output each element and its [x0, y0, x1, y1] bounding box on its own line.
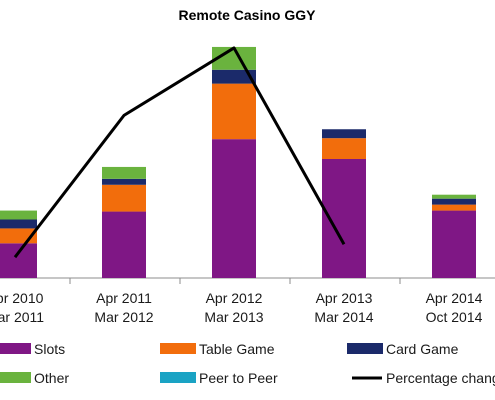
bar-card-game [102, 178, 146, 185]
legend-label: Card Game [386, 341, 459, 357]
x-tick-label: Apr 2012 [206, 290, 263, 306]
bar-table-game [212, 83, 256, 140]
x-tick-label: Apr 2013 [316, 290, 373, 306]
bar-table-game [102, 184, 146, 212]
x-tick-label: Mar 2013 [204, 309, 263, 325]
bar-slots [102, 211, 146, 278]
bar-table-game [432, 204, 476, 211]
bar-other [432, 194, 476, 199]
percentage-change-line [13, 46, 346, 259]
legend-swatch [0, 343, 31, 354]
legend-label: Other [34, 370, 69, 386]
x-tick-label: Oct 2014 [426, 309, 483, 325]
plot-area: Apr 2010 Mar 2011 Apr 2011 Mar 2012 Apr 2012… [0, 46, 495, 325]
legend-swatch [347, 343, 383, 354]
bar-card-game [0, 219, 37, 229]
x-tick-label: Mar 2014 [314, 309, 373, 325]
legend-label: Percentage change [386, 370, 495, 386]
legend-label: Slots [34, 341, 65, 357]
legend-swatch [160, 343, 196, 354]
bar-card-game [212, 69, 256, 84]
bar-other [212, 46, 256, 70]
bar-other [102, 166, 146, 179]
legend-swatch [160, 372, 196, 383]
legend: Slots Table Game Card Game Other Peer to Pee… [0, 341, 495, 386]
x-tick-label: Mar 2011 [0, 309, 44, 325]
legend-swatch [0, 372, 31, 383]
x-tick-label: Apr 2011 [96, 290, 152, 306]
bar-slots [432, 210, 476, 278]
x-tick-label: Apr 2014 [426, 290, 483, 306]
legend-label: Table Game [199, 341, 275, 357]
x-tick-label: Mar 2012 [94, 309, 153, 325]
x-tick-label: Apr 2010 [0, 290, 44, 306]
chart-title: Remote Casino GGY [179, 7, 317, 23]
bar-other [0, 210, 37, 220]
legend-label: Peer to Peer [199, 370, 278, 386]
bar-table-game [322, 138, 366, 159]
bar-card-game [432, 198, 476, 205]
bar-card-game [322, 129, 366, 139]
bar-slots [0, 243, 37, 278]
bar-slots [212, 139, 256, 278]
